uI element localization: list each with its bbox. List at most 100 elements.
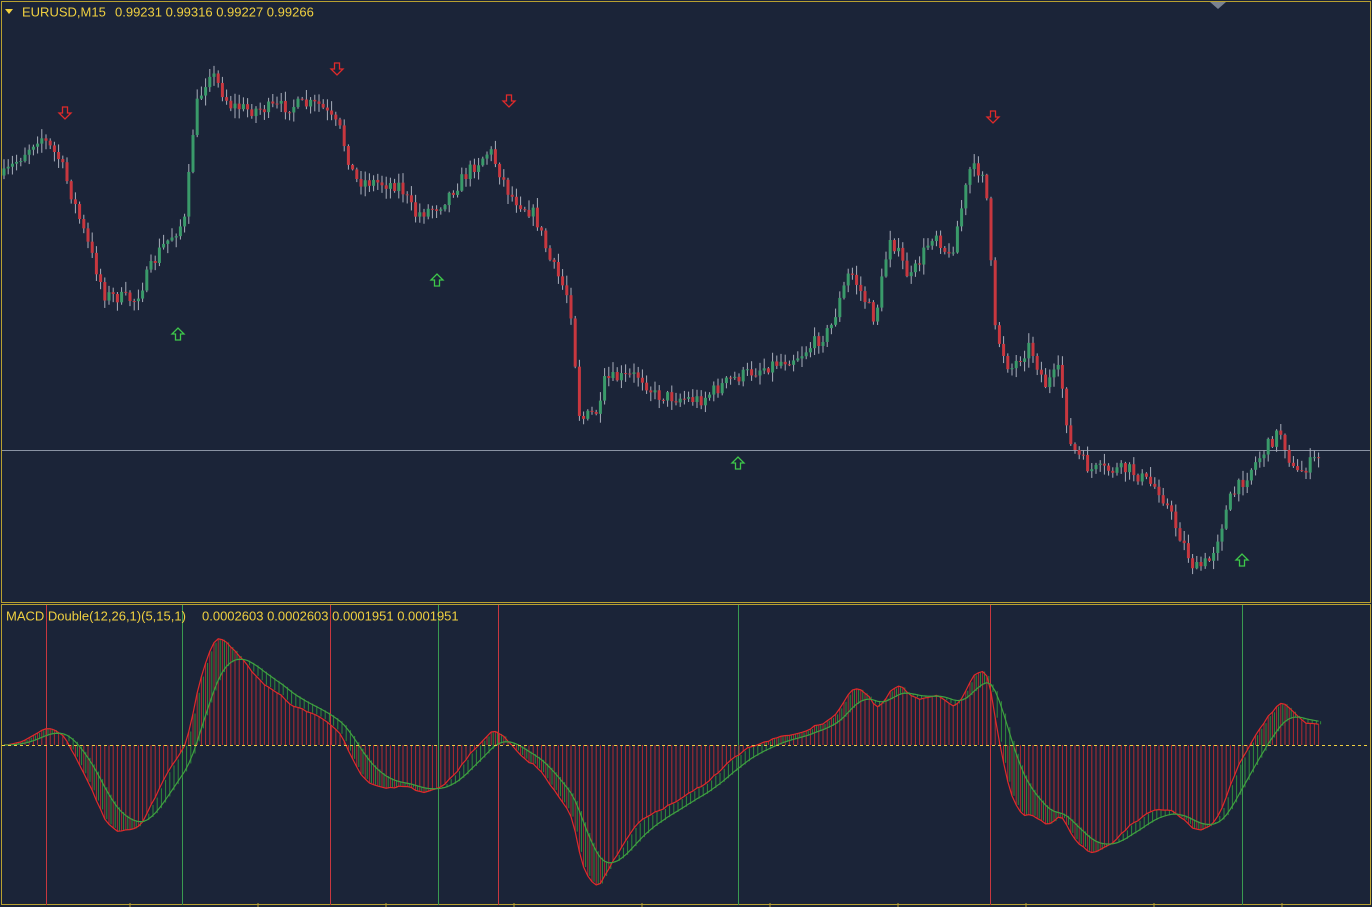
candle-body [430, 208, 434, 210]
candle-body [380, 182, 384, 186]
candle-body [216, 73, 220, 83]
candle-body [10, 163, 14, 167]
candle-body [1216, 541, 1220, 553]
quote-label: 0.99231 0.99316 0.99227 0.99266 [115, 4, 314, 19]
candle-body [19, 161, 23, 163]
candle-body [124, 291, 128, 293]
indicator-values: 0.0002603 0.0002603 0.0001951 0.0001951 [202, 608, 459, 623]
candle-body [485, 154, 489, 159]
candle-body [52, 145, 56, 152]
candle-body [943, 247, 947, 252]
candle-body [1073, 444, 1077, 451]
candle-body [174, 236, 178, 238]
candle-body [451, 192, 455, 195]
candle-body [439, 209, 443, 211]
candle-body [741, 369, 745, 382]
candle-body [661, 399, 665, 401]
candle-body [909, 272, 913, 277]
candle-body [31, 146, 35, 150]
candle-body [556, 262, 560, 277]
candle-body [1212, 552, 1216, 561]
candle-body [981, 174, 985, 176]
candle-body [149, 261, 153, 270]
candle-body [1044, 374, 1048, 388]
candle-body [27, 149, 31, 155]
candle-body [1291, 462, 1295, 467]
candle-body [859, 284, 863, 292]
candle-body [598, 400, 602, 414]
candle-body [939, 235, 943, 248]
candle-body [653, 390, 657, 393]
candle-body [1065, 388, 1069, 426]
candle-body [976, 163, 980, 176]
candle-body [502, 177, 506, 180]
candle-body [535, 207, 539, 228]
candle-body [1006, 355, 1010, 370]
candle-body [1174, 511, 1178, 529]
candle-body [1048, 377, 1052, 388]
candle-body [611, 372, 615, 379]
sell-arrow [57, 106, 73, 120]
candle-body [527, 209, 531, 217]
candle-body [44, 138, 48, 141]
candle-body [2, 168, 6, 176]
candle-body [947, 251, 951, 254]
candle-body [1207, 558, 1211, 561]
candle-body [766, 368, 770, 373]
candle-body [1010, 368, 1014, 370]
candle-body [787, 364, 791, 366]
candle-body [246, 104, 250, 110]
candle-body [548, 248, 552, 260]
candle-body [1149, 476, 1153, 484]
candle-body [745, 369, 749, 371]
candle-body [989, 198, 993, 261]
candle-body [237, 103, 241, 110]
candle-body [1161, 495, 1165, 504]
candle-body [523, 209, 527, 211]
candle-body [846, 273, 850, 286]
candle-body [481, 158, 485, 166]
candle-body [657, 390, 661, 400]
candle-body [1115, 467, 1119, 473]
candle-body [582, 415, 586, 419]
candle-body [607, 376, 611, 379]
candle-body [1195, 562, 1199, 569]
candle-body [565, 285, 569, 296]
candle-body [1090, 469, 1094, 472]
candle-body [804, 352, 808, 357]
candle-body [972, 163, 976, 170]
candle-body [477, 165, 481, 172]
candle-body [985, 174, 989, 199]
candle-body [1304, 470, 1308, 473]
candle-body [792, 360, 796, 365]
candle-body [855, 274, 859, 285]
candle-body [779, 361, 783, 366]
candle-body [1060, 364, 1064, 389]
candle-body [880, 276, 884, 308]
candle-body [884, 259, 888, 277]
candle-body [288, 112, 292, 114]
candle-body [1157, 486, 1161, 496]
candle-body [250, 109, 254, 117]
candle-body [1023, 358, 1027, 362]
candle-body [1279, 430, 1283, 435]
candle-body [813, 336, 817, 349]
candle-body [1052, 369, 1056, 378]
candle-body [334, 114, 338, 120]
candle-body [128, 292, 132, 302]
candle-body [918, 263, 922, 265]
candle-body [829, 324, 833, 329]
candle-body [199, 95, 203, 99]
candle-body [934, 235, 938, 242]
candle-body [1228, 493, 1232, 510]
candle-body [968, 169, 972, 185]
candle-body [23, 154, 27, 162]
candle-body [183, 216, 187, 227]
candle-body [48, 140, 52, 146]
indicator-pane-frame [1, 604, 1371, 905]
candle-body [187, 171, 191, 217]
candle-body [720, 383, 724, 394]
candle-body [1056, 364, 1060, 370]
